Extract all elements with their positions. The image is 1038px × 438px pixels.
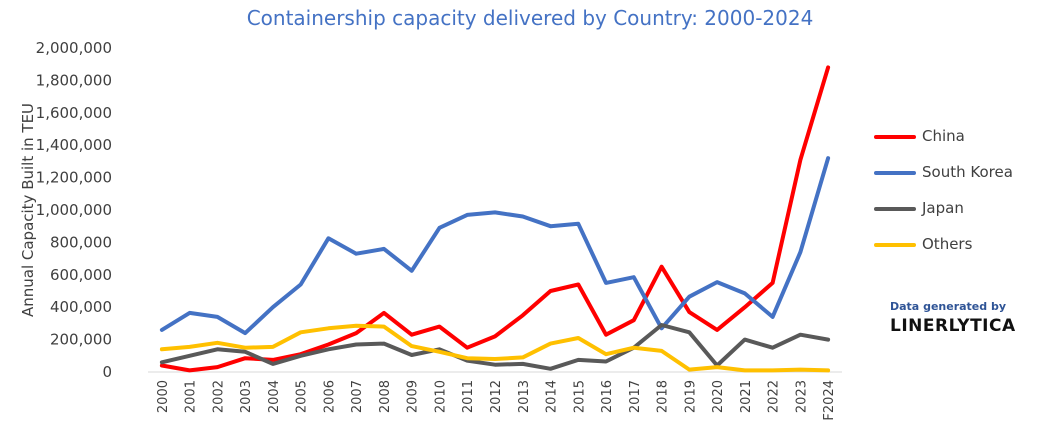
legend-swatch xyxy=(874,243,916,247)
legend-swatch xyxy=(874,171,916,175)
y-tick-label: 800,000 xyxy=(50,233,112,251)
x-tick-label: 2016 xyxy=(600,380,615,413)
x-tick-label: 2010 xyxy=(433,380,448,413)
y-tick-label: 1,200,000 xyxy=(36,169,112,187)
x-tick-label: 2008 xyxy=(378,380,393,413)
x-tick-label: F2024 xyxy=(822,380,837,421)
y-tick-label: 400,000 xyxy=(50,298,112,316)
y-tick-label: 1,000,000 xyxy=(36,201,112,219)
legend-swatch xyxy=(874,207,916,211)
x-tick-label: 2021 xyxy=(739,380,754,413)
x-tick-label: 2009 xyxy=(406,380,421,413)
series-line-south-korea xyxy=(159,156,831,336)
y-axis: 0 200,000 400,000 600,000 800,000 1,000,000 1,… xyxy=(36,39,112,381)
legend-label: Japan xyxy=(922,199,964,217)
y-tick-label: 1,600,000 xyxy=(36,104,112,122)
y-axis-title: Annual Capacity Built in TEU xyxy=(19,103,37,317)
y-tick-label: 200,000 xyxy=(50,331,112,349)
x-tick-label: 2005 xyxy=(295,380,310,413)
x-tick-label: 2012 xyxy=(489,380,504,413)
legend-label: China xyxy=(922,127,965,145)
y-tick-label: 2,000,000 xyxy=(36,39,112,57)
x-tick-label: 2019 xyxy=(683,380,698,413)
x-tick-label: 2023 xyxy=(794,380,809,413)
x-tick-label: 2018 xyxy=(656,380,671,413)
y-tick-label: 0 xyxy=(102,363,112,381)
x-tick-label: 2022 xyxy=(767,380,782,413)
y-tick-label: 1,400,000 xyxy=(36,136,112,154)
x-tick-label: 2000 xyxy=(156,380,171,413)
x-tick-label: 2017 xyxy=(628,380,643,413)
series-line-china xyxy=(159,65,831,373)
x-tick-label: 2004 xyxy=(267,380,282,413)
x-axis: 2000 2001 2002 2003 2004 2005 2006 2007 2008 2009… xyxy=(148,371,842,421)
x-tick-label: 2006 xyxy=(322,380,337,413)
legend-label: South Korea xyxy=(922,163,1013,181)
x-tick-label: 2014 xyxy=(545,380,560,413)
chart-title: Containership capacity delivered by Coun… xyxy=(246,6,814,30)
legend-label: Others xyxy=(922,235,973,253)
x-tick-label: 2013 xyxy=(517,380,532,413)
x-tick-label: 2015 xyxy=(572,380,587,413)
y-tick-label: 1,800,000 xyxy=(36,71,112,89)
x-tick-label: 2007 xyxy=(350,380,365,413)
series-layer xyxy=(159,65,831,373)
x-tick-label: 2001 xyxy=(184,380,199,413)
watermark-brand: LINERLYTICA xyxy=(890,316,1016,336)
watermark-caption: Data generated by xyxy=(890,300,1007,313)
x-tick-label: 2003 xyxy=(239,380,254,413)
x-tick-label: 2020 xyxy=(711,380,726,413)
x-tick-label: 2011 xyxy=(461,380,476,413)
legend-swatch xyxy=(874,135,916,139)
series-line-others xyxy=(159,323,831,373)
x-tick-label: 2002 xyxy=(211,380,226,413)
y-tick-label: 600,000 xyxy=(50,266,112,284)
